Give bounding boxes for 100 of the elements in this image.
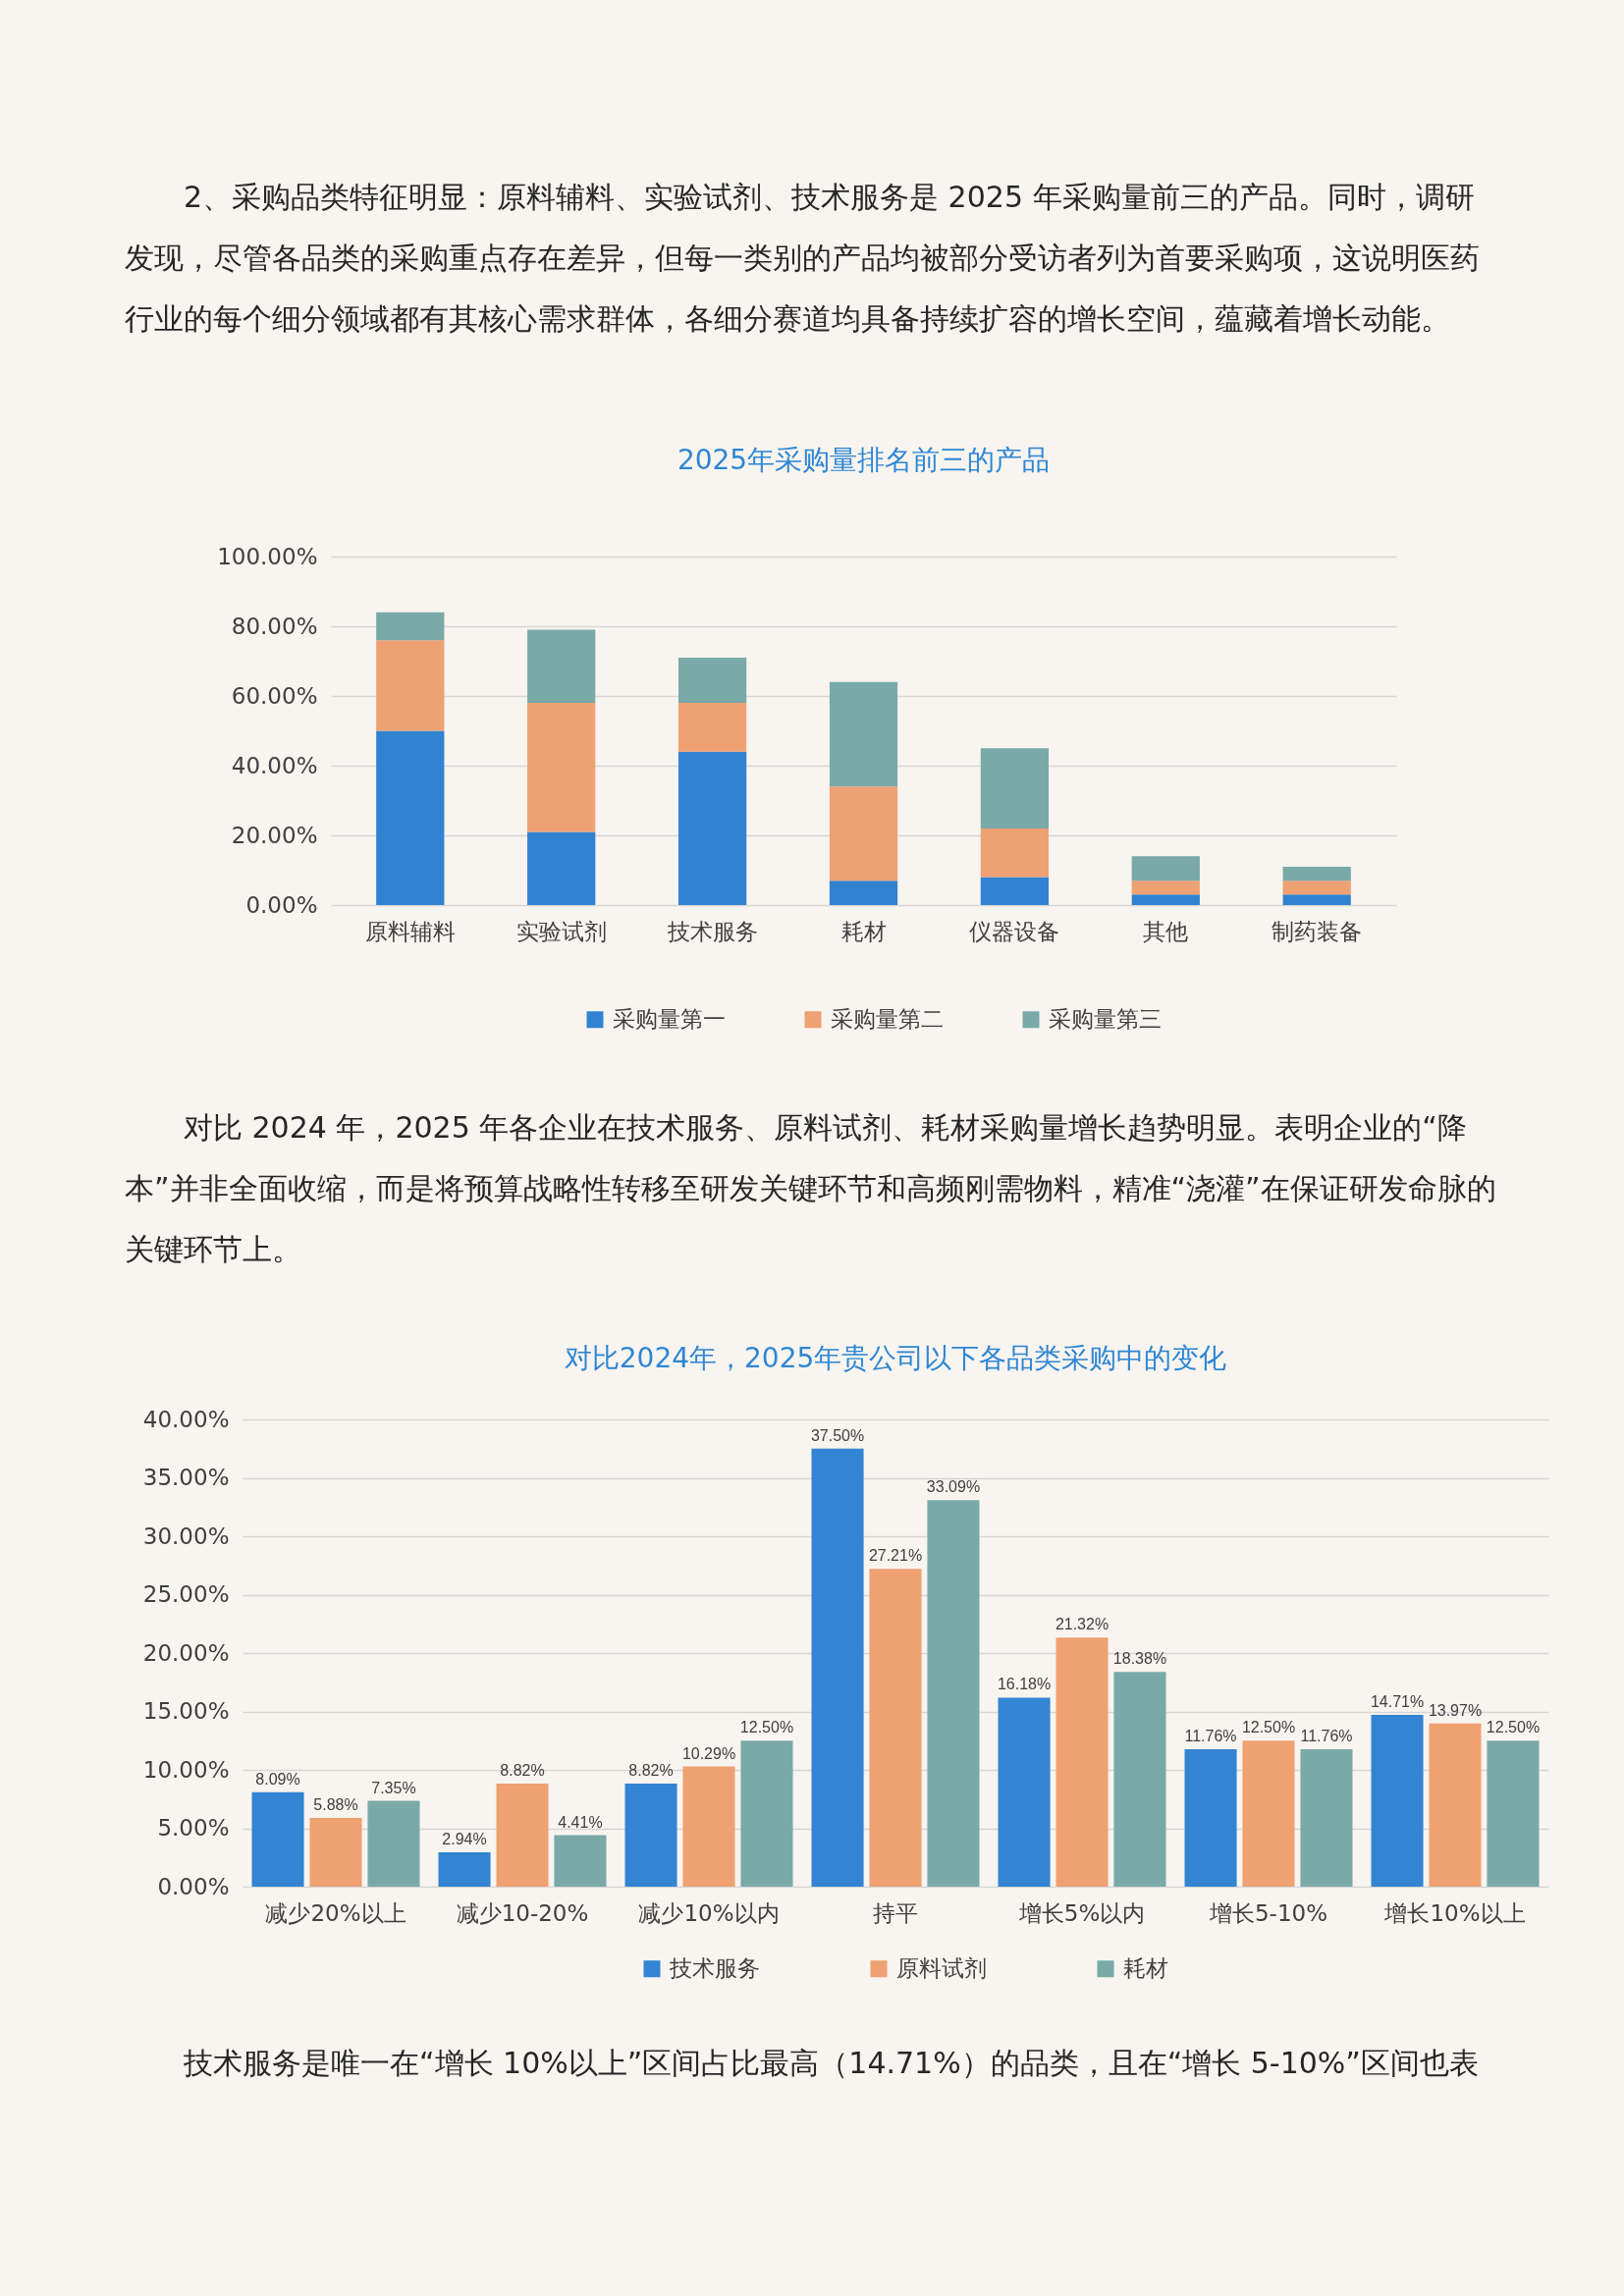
y-tick-label: 25.00% (142, 1581, 230, 1607)
y-tick-label: 10.00% (142, 1756, 230, 1783)
y-tick-label: 0.00% (157, 1873, 230, 1899)
bar (980, 828, 1050, 878)
data-label: 5.88% (313, 1796, 358, 1814)
y-tick-label: 60.00% (231, 682, 318, 709)
x-tick-label: 其他 (1143, 918, 1189, 944)
bar (811, 1448, 864, 1887)
bar (682, 1766, 735, 1887)
bar (376, 640, 445, 731)
x-tick-label: 技术服务 (666, 918, 758, 944)
bar (527, 703, 596, 832)
y-tick-label: 20.00% (231, 822, 318, 848)
bar (980, 748, 1050, 828)
x-tick-label: 持平 (873, 1899, 918, 1926)
bar (527, 629, 596, 704)
bar (1113, 1672, 1166, 1887)
text: 技术服务是唯一在“增长 10%以上”区间占比最高（14.71%）的品类，且在“增长 5-10%”区间也表 (183, 2045, 1480, 2082)
data-label: 12.50% (739, 1719, 794, 1736)
x-tick-label: 增长10%以上 (1383, 1899, 1526, 1926)
bar (1282, 881, 1351, 895)
bar (1429, 1723, 1482, 1887)
x-tick-label: 减少10-20% (456, 1899, 589, 1926)
bar (1056, 1637, 1109, 1887)
bar (829, 881, 898, 905)
y-tick-label: 0.00% (245, 891, 318, 918)
data-label: 2.94% (442, 1831, 487, 1848)
data-label: 12.50% (1486, 1719, 1541, 1736)
bar (376, 730, 445, 905)
chart-title: 2025年采购量排名前三的产品 (677, 444, 1051, 476)
legend-label: 原料试剂 (895, 1954, 987, 1981)
y-tick-label: 35.00% (142, 1465, 230, 1490)
y-tick-label: 40.00% (231, 752, 318, 778)
bar (309, 1818, 362, 1887)
data-label: 37.50% (810, 1426, 865, 1444)
bar (1487, 1740, 1540, 1887)
legend-label: 技术服务 (668, 1954, 760, 1981)
bar (527, 831, 596, 905)
y-tick-label: 30.00% (142, 1522, 230, 1549)
bar (677, 751, 747, 905)
data-label: 10.29% (681, 1744, 736, 1762)
bar (998, 1697, 1051, 1887)
y-tick-label: 40.00% (142, 1406, 230, 1432)
bar (1371, 1714, 1424, 1887)
data-label: 16.18% (997, 1676, 1052, 1693)
data-label: 8.82% (628, 1762, 674, 1780)
text: 对比 2024 年，2025 年各企业在技术服务、原料试剂、耗材采购量增长趋势明显。表明企业的“降本”并非全面收缩，而是将预算战略性转移至研发关键环节和高频刚需物料，精准“浇灌”在保证研发命脉的关键环节上。 (125, 1109, 1497, 1268)
legend-label: 采购量第三 (1048, 1005, 1162, 1032)
bar (677, 657, 747, 704)
bar (1131, 856, 1200, 881)
data-label: 7.35% (371, 1779, 416, 1796)
data-label: 11.76% (1300, 1728, 1353, 1745)
x-tick-label: 制药装备 (1272, 918, 1363, 944)
bar (1131, 894, 1200, 905)
bar (980, 877, 1050, 905)
text: 2、采购品类特征明显：原料辅料、实验试剂、技术服务是 2025 年采购量前三的产品。同时，调研发现，尽管各品类的采购重点存在差异，但每一类别的产品均被部分受访者列为首要采购项，这说明医药行业的每个细分领域都有其核心需求群体，各细分赛道均具备持续扩容的增长空间，蕴藏着增长动能。 (125, 179, 1481, 338)
chart-title: 对比2024年，2025年贵公司以下各品类采购中的变化 (564, 1342, 1227, 1374)
bar (496, 1784, 549, 1887)
y-tick-label: 20.00% (142, 1639, 230, 1666)
y-tick-label: 5.00% (157, 1815, 230, 1841)
data-label: 11.76% (1184, 1728, 1237, 1745)
bar (438, 1852, 491, 1887)
bar (829, 681, 898, 787)
bar (677, 703, 747, 752)
legend-label: 采购量第二 (830, 1005, 944, 1032)
bar (927, 1500, 980, 1887)
bar (376, 612, 445, 641)
x-tick-label: 减少20%以上 (265, 1899, 406, 1926)
data-label: 8.09% (255, 1770, 300, 1788)
bar (1300, 1749, 1353, 1887)
data-label: 8.82% (500, 1762, 545, 1780)
y-tick-label: 15.00% (142, 1698, 230, 1724)
bar (251, 1791, 304, 1887)
bar (869, 1569, 922, 1887)
x-tick-label: 仪器设备 (969, 918, 1060, 944)
bar (1282, 894, 1351, 905)
x-tick-label: 增长5%以内 (1017, 1899, 1146, 1926)
legend-label: 采购量第一 (612, 1005, 726, 1032)
bar (1282, 866, 1351, 881)
bar (1242, 1740, 1295, 1887)
data-label: 21.32% (1055, 1616, 1110, 1633)
bar (367, 1800, 420, 1887)
bar (1184, 1749, 1237, 1887)
x-tick-label: 实验试剂 (515, 918, 607, 944)
y-tick-label: 100.00% (217, 543, 318, 569)
data-label: 12.50% (1241, 1719, 1296, 1736)
bar (1131, 881, 1200, 895)
x-tick-label: 耗材 (840, 918, 887, 944)
legend-label: 耗材 (1122, 1954, 1168, 1981)
x-tick-label: 增长5-10% (1208, 1899, 1328, 1926)
data-label: 14.71% (1370, 1692, 1425, 1710)
bar (624, 1784, 677, 1887)
x-tick-label: 减少10%以内 (638, 1899, 780, 1926)
bar (740, 1740, 793, 1887)
x-tick-label: 原料辅料 (364, 918, 456, 944)
data-label: 33.09% (926, 1478, 981, 1496)
data-label: 13.97% (1428, 1701, 1483, 1719)
y-tick-label: 80.00% (231, 613, 318, 639)
data-label: 4.41% (558, 1813, 603, 1831)
data-label: 27.21% (868, 1547, 923, 1565)
